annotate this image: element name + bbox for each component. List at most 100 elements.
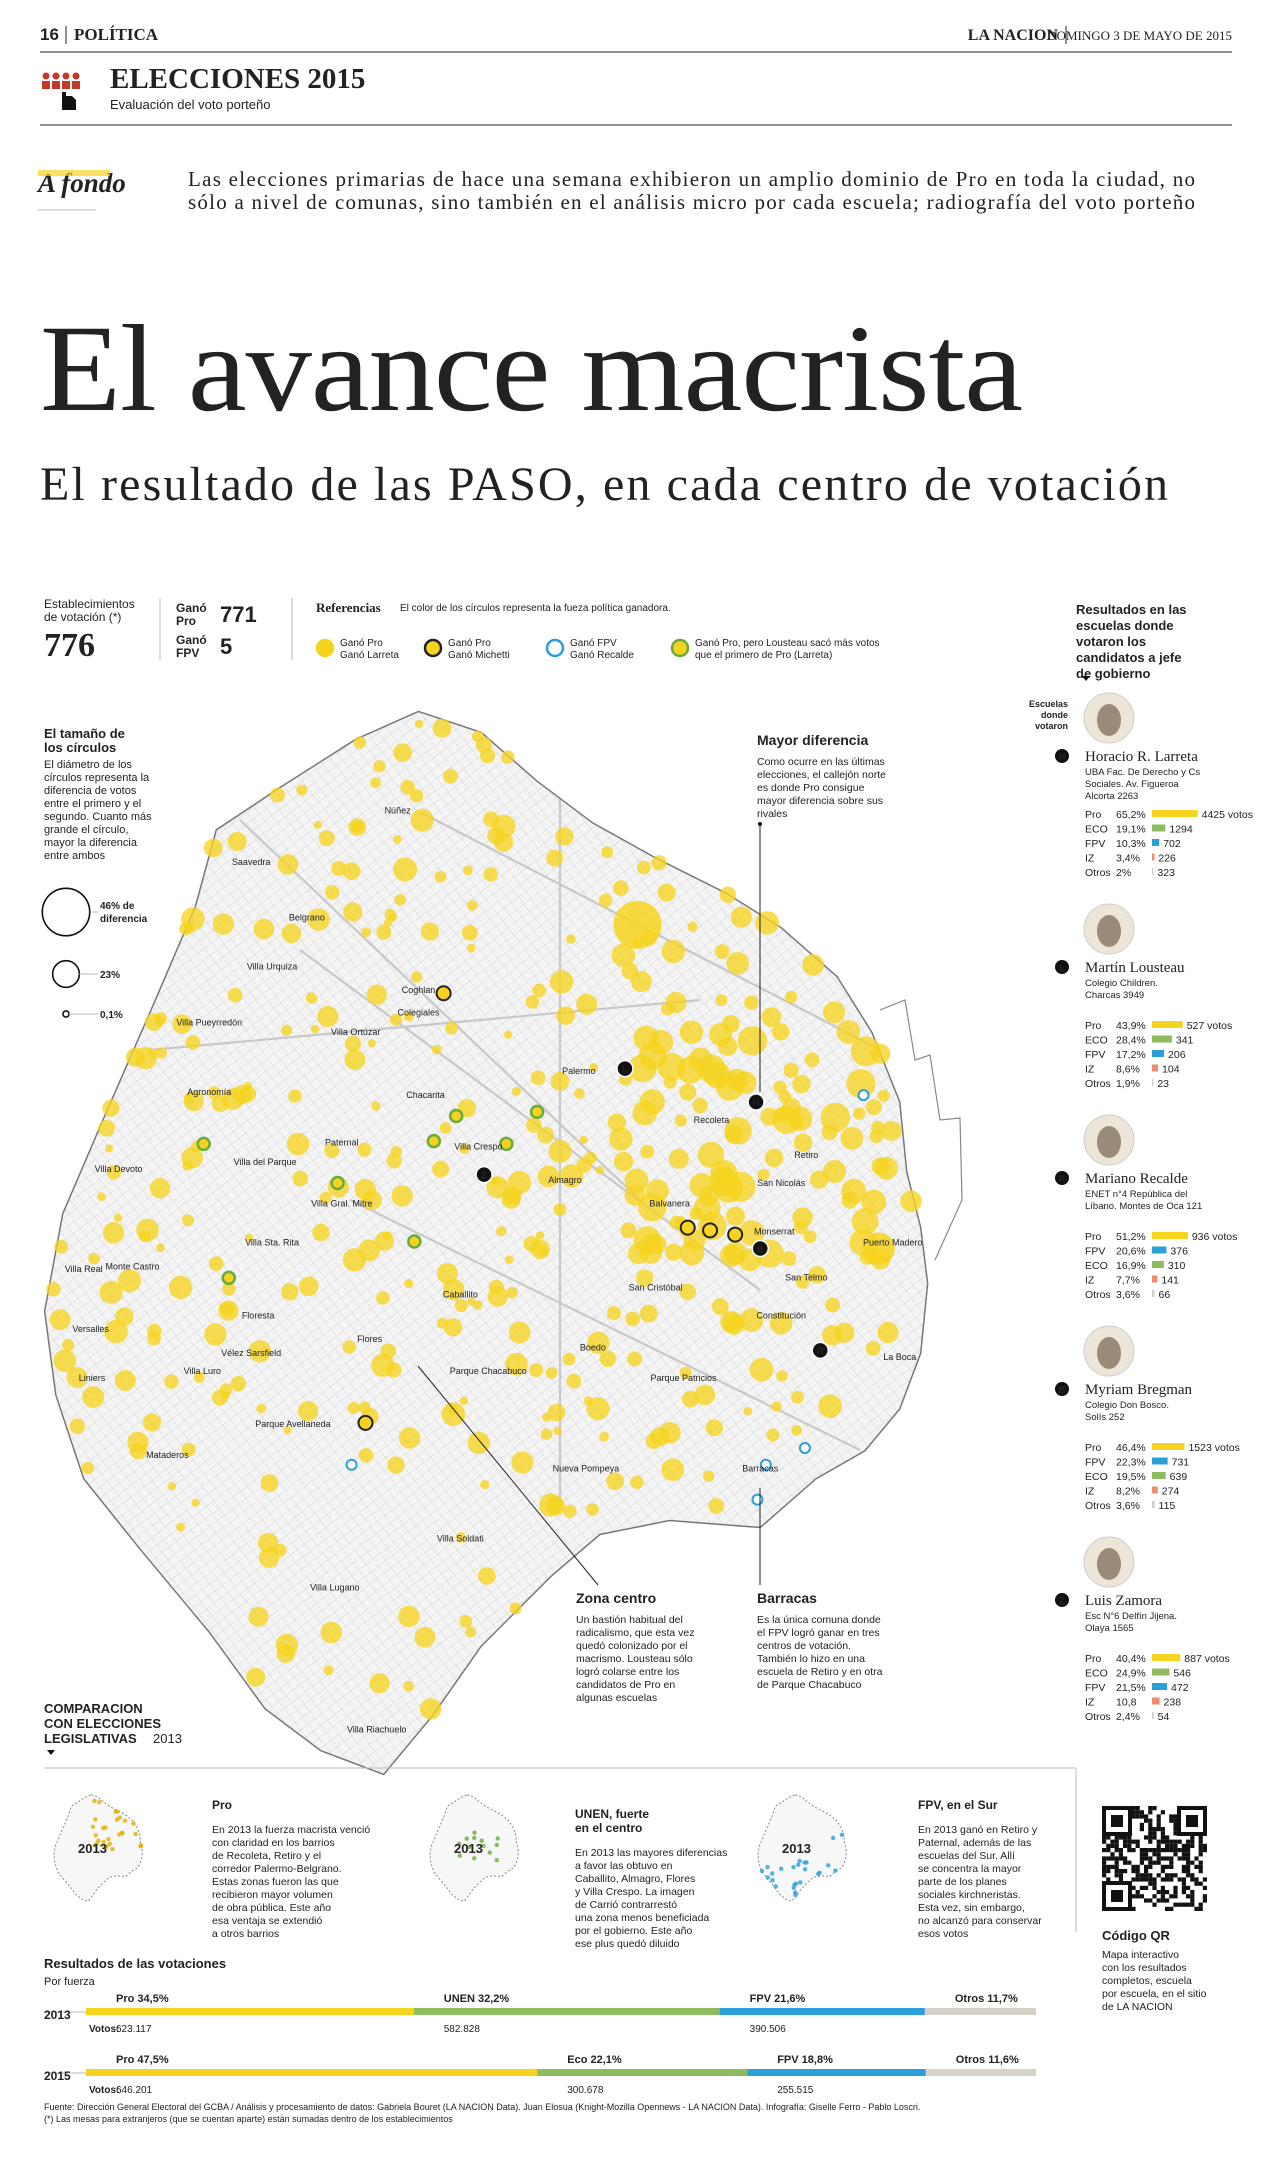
- qr-cell: [1123, 1856, 1128, 1861]
- icon: [42, 81, 50, 89]
- stats-label: de votación (*): [44, 610, 121, 624]
- neighborhood: Belgrano: [289, 913, 325, 923]
- marker-letter: R: [817, 1346, 825, 1357]
- school-circle: [142, 1413, 162, 1432]
- segment-name: Eco: [567, 2054, 587, 2066]
- school-circle: [292, 1170, 309, 1187]
- school-circle: [697, 1141, 725, 1168]
- mini-dot: [472, 1856, 477, 1861]
- mini-map-label: 2013: [782, 1841, 811, 1856]
- school-circle: [125, 1047, 145, 1067]
- school-circle: [840, 1127, 864, 1150]
- school-circle: [861, 1189, 887, 1215]
- qr-cell: [1114, 1839, 1119, 1844]
- qr-cell: [1131, 1894, 1136, 1899]
- segment-name: FPV: [750, 1993, 772, 2005]
- school-circle: [841, 1191, 859, 1209]
- school-circle: [579, 1135, 588, 1144]
- school-circle: [393, 857, 417, 882]
- qr-cell: [1165, 1856, 1170, 1861]
- marker-letter: L: [1059, 963, 1065, 973]
- photo: [1097, 915, 1121, 947]
- date: DOMINGO 3 DE MAYO DE 2015: [1047, 28, 1232, 43]
- neighborhood: Vélez Sarsfield: [221, 1348, 281, 1358]
- bar: [1152, 1064, 1159, 1072]
- school-circle: [545, 1367, 558, 1379]
- school-circle: [222, 1282, 236, 1296]
- school-circle: [509, 1602, 522, 1615]
- qr-cell: [1152, 1831, 1157, 1836]
- school-circle: [248, 1606, 269, 1627]
- school-circle: [147, 1331, 161, 1346]
- legend-text: que el primero de Pro (Larreta): [695, 650, 832, 661]
- school-circle: [149, 1178, 171, 1199]
- school-circle: [466, 943, 476, 953]
- school-circle: [586, 1503, 599, 1516]
- qr-cell: [1148, 1898, 1153, 1903]
- qr-cell: [1148, 1818, 1153, 1823]
- school-circle: [403, 1680, 414, 1692]
- qr-cell: [1198, 1902, 1203, 1907]
- mini-dot: [472, 1835, 477, 1841]
- school-circle: [318, 830, 335, 847]
- school-circle: [866, 1099, 882, 1116]
- qr-cell: [1144, 1814, 1149, 1819]
- school-circle: [792, 1074, 811, 1094]
- neighborhood: Recoleta: [694, 1115, 730, 1125]
- school-circle: [595, 1166, 605, 1175]
- qr-cell: [1160, 1894, 1165, 1899]
- school-circle: [877, 1321, 899, 1344]
- qr-cell: [1198, 1881, 1203, 1886]
- annotation-text: centros de votación.: [757, 1640, 851, 1652]
- neighborhood: Retiro: [794, 1150, 818, 1160]
- avenue: [239, 819, 641, 1201]
- school-circle: [331, 861, 346, 876]
- stats-pro: 771: [220, 602, 257, 627]
- school-circle: [369, 1673, 390, 1694]
- qr-cell: [1148, 1839, 1153, 1844]
- school-circle: [576, 993, 598, 1015]
- qr-cell: [1156, 1839, 1161, 1844]
- segment-name: Pro: [116, 2054, 135, 2066]
- votes: 104: [1162, 1064, 1180, 1076]
- school-marker: [747, 1093, 765, 1111]
- school-circle: [102, 1099, 120, 1117]
- size-text: entre ambos: [44, 850, 106, 862]
- neighborhood: Chacarita: [406, 1090, 445, 1100]
- percent: 19,1%: [1116, 824, 1146, 836]
- qr-cell: [1156, 1818, 1161, 1823]
- qr-cell: [1148, 1864, 1153, 1869]
- qr-cell: [1148, 1810, 1153, 1815]
- school-circle: [601, 846, 614, 859]
- qr-cell: [1160, 1864, 1165, 1869]
- qr-cell: [1152, 1848, 1157, 1853]
- qr-cell: [1123, 1839, 1128, 1844]
- qr-cell: [1144, 1856, 1149, 1861]
- mini-dot: [494, 1842, 499, 1848]
- school-circle: [432, 718, 452, 738]
- school-circle: [659, 1422, 681, 1444]
- bar: [1152, 1457, 1168, 1465]
- legend-swatch: [670, 638, 690, 658]
- marker-letter: B: [1059, 1385, 1066, 1395]
- school-circle: [535, 1231, 545, 1240]
- school-circle: [366, 984, 387, 1005]
- segment-label: Otros 11,7%: [955, 1993, 1018, 2005]
- percent: 3,6%: [1116, 1500, 1140, 1512]
- school-circle: [818, 1394, 842, 1418]
- neighborhood: Villa Gral. Mitre: [311, 1199, 372, 1209]
- school-address: Colegio Don Bosco.: [1085, 1400, 1169, 1411]
- school-circle: [343, 902, 363, 922]
- mini-dot: [797, 1858, 802, 1864]
- bar: [1152, 1683, 1168, 1690]
- school-circle: [154, 1012, 167, 1025]
- qr-cell: [1181, 1856, 1186, 1861]
- school-circle: [583, 1396, 594, 1406]
- qr-cell: [1127, 1848, 1132, 1853]
- segment-votes: 390.506: [750, 2024, 787, 2035]
- school-circle: [181, 1442, 196, 1457]
- percent: 17,2%: [1116, 1049, 1146, 1061]
- leader-dot: [758, 822, 762, 826]
- neighborhood: Villa Luro: [184, 1366, 221, 1376]
- segment-label: FPV 21,6%: [750, 1993, 806, 2005]
